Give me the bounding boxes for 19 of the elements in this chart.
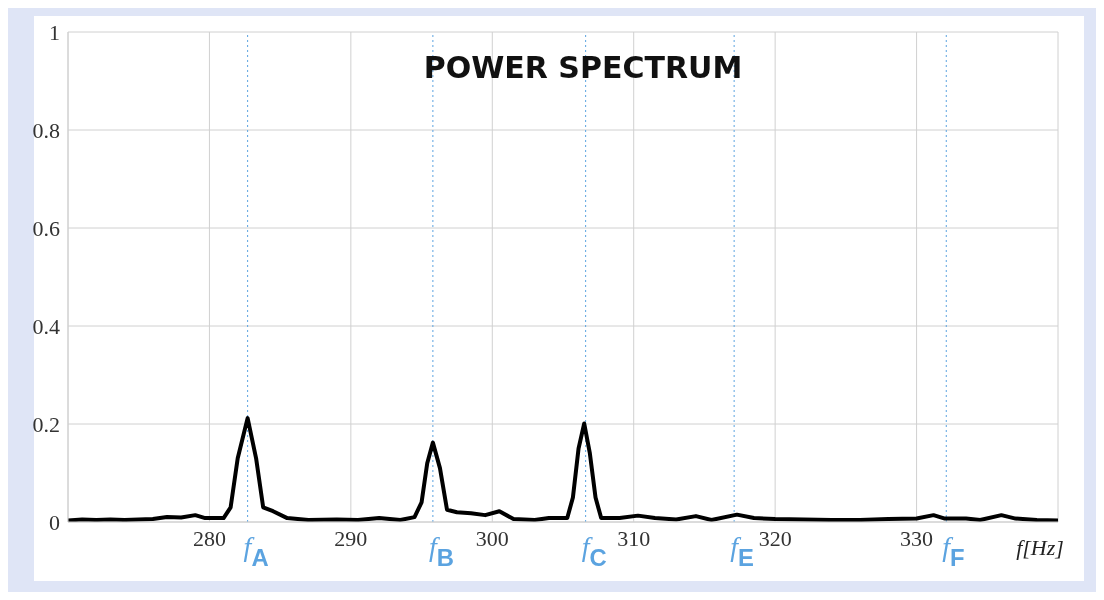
x-tick-label: 320 <box>758 525 792 551</box>
y-tick-label: 0.6 <box>32 215 60 241</box>
ref-line-label: f$_{B}$ <box>428 531 454 571</box>
ref-line-label: f$_{E}$ <box>730 531 754 571</box>
x-tick-label: 280 <box>192 525 226 551</box>
y-tick-label: 0.4 <box>32 313 60 339</box>
x-tick-label: 310 <box>617 525 651 551</box>
y-tick-label: 0.8 <box>32 117 60 143</box>
ref-line-label: f$_{A}$ <box>243 531 269 571</box>
y-tick-label: 0.2 <box>32 411 60 437</box>
y-tick-label: 0 <box>49 509 60 535</box>
text: POWER SPECTRUM <box>422 50 744 85</box>
y-tick-label: 1 <box>49 19 60 45</box>
x-axis-title: f[Hz] <box>1016 535 1064 560</box>
ref-line-label: f$_{C}$ <box>581 531 607 571</box>
x-tick-label: 290 <box>334 525 368 551</box>
x-tick-label: 330 <box>900 525 934 551</box>
ref-line-label: f$_{F}$ <box>942 531 965 571</box>
x-tick-label: 300 <box>475 525 509 551</box>
